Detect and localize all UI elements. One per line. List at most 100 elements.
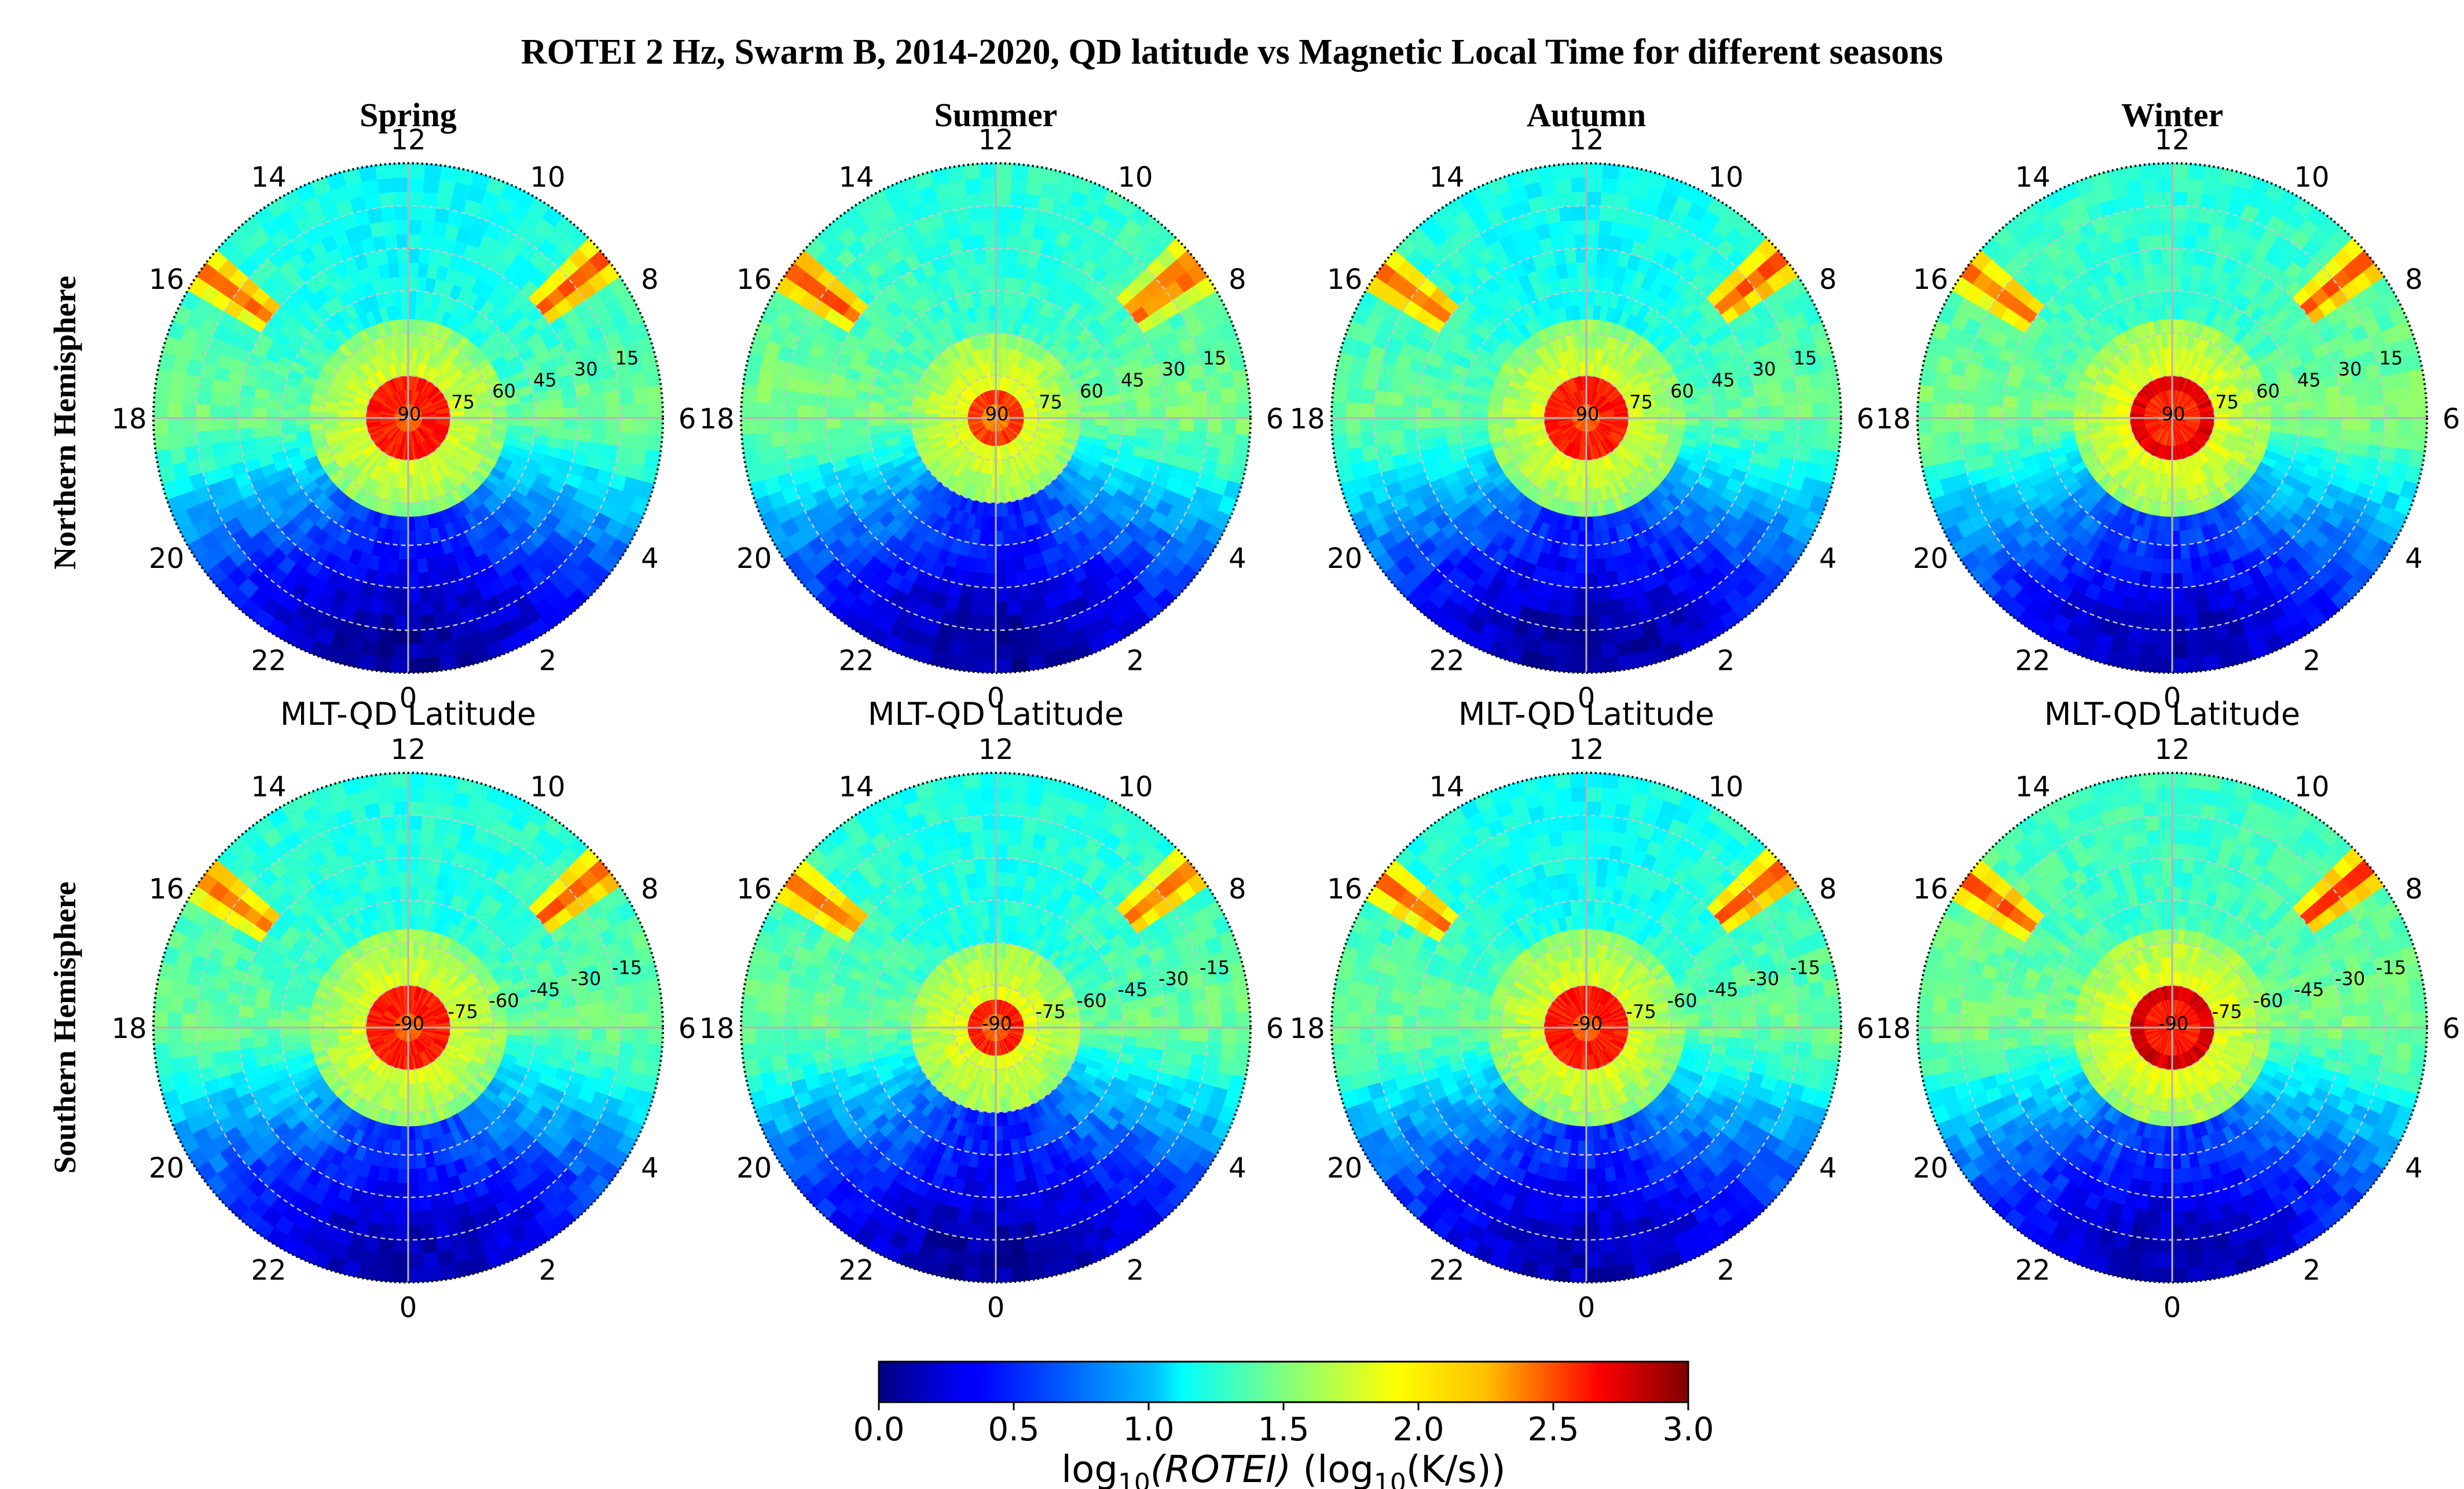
heatmap-cell xyxy=(995,573,1008,588)
heatmap-cell xyxy=(394,219,409,235)
heatmap-cell xyxy=(1006,234,1020,250)
heatmap-cell xyxy=(945,654,966,671)
heatmap-cell xyxy=(1565,558,1578,574)
heatmap-cell xyxy=(619,416,635,434)
heatmap-cell xyxy=(1585,248,1598,263)
heatmap-cell xyxy=(590,429,607,445)
heatmap-cell xyxy=(210,405,225,419)
heatmap-cell xyxy=(406,163,426,178)
heatmap-cell xyxy=(618,431,635,448)
mlt-tick-label: 2 xyxy=(539,644,557,677)
heatmap-cell xyxy=(995,219,1009,235)
heatmap-cell xyxy=(1221,401,1237,419)
heatmap-cell xyxy=(1007,206,1024,222)
heatmap-cell xyxy=(1431,397,1447,410)
heatmap-cell xyxy=(797,391,814,407)
heatmap-cell xyxy=(1562,586,1576,602)
heatmap-cell xyxy=(577,417,593,431)
latitude-tick-label: 45 xyxy=(1121,369,1145,391)
season-title: Spring xyxy=(360,96,457,134)
heatmap-cell xyxy=(604,430,621,446)
heatmap-cell xyxy=(1783,403,1799,419)
heatmap-cell xyxy=(1165,405,1180,419)
heatmap-cell xyxy=(994,191,1011,207)
heatmap-cell xyxy=(153,384,170,404)
latitude-tick-label: 60 xyxy=(492,380,516,402)
heatmap-cell xyxy=(741,384,758,404)
heatmap-cell xyxy=(153,417,168,436)
heatmap-cell xyxy=(1585,262,1597,277)
heatmap-cell xyxy=(1586,629,1603,645)
heatmap-cell xyxy=(376,642,395,659)
heatmap-cell xyxy=(407,233,421,249)
heatmap-cell xyxy=(1798,402,1813,419)
heatmap-cell xyxy=(392,191,409,207)
heatmap-cell xyxy=(1564,572,1577,588)
figure-title: ROTEI 2 Hz, Swarm B, 2014-2020, QD latit… xyxy=(521,32,1943,72)
heatmap-cell xyxy=(982,233,996,249)
heatmap-cell xyxy=(966,628,983,644)
latitude-tick-label: 60 xyxy=(1080,380,1103,402)
heatmap-cell xyxy=(1575,573,1587,588)
heatmap-cell xyxy=(1769,417,1785,431)
heatmap-cell xyxy=(971,586,986,602)
mlt-tick-label: 14 xyxy=(838,162,874,194)
heatmap-cell xyxy=(1150,406,1166,419)
heatmap-cell xyxy=(210,417,225,432)
heatmap-cell xyxy=(984,573,997,588)
heatmap-cell xyxy=(1574,248,1587,263)
heatmap-cell xyxy=(984,248,996,263)
heatmap-cell xyxy=(1024,179,1043,196)
heatmap-cell xyxy=(1594,262,1607,278)
heatmap-cell xyxy=(797,405,813,419)
heatmap-cell xyxy=(266,408,281,419)
heatmap-cell xyxy=(1220,431,1237,450)
heatmap-cell xyxy=(562,427,578,441)
heatmap-cell xyxy=(408,587,421,603)
heatmap-cell xyxy=(1235,400,1251,419)
heatmap-cell xyxy=(1007,219,1022,236)
heatmap-cell xyxy=(740,401,756,420)
heatmap-cell xyxy=(407,205,423,221)
mlt-tick-label: 10 xyxy=(530,162,565,194)
heatmap-cell xyxy=(1586,615,1601,631)
heatmap-cell xyxy=(1768,429,1785,445)
heatmap-cell xyxy=(548,426,564,439)
heatmap-cell xyxy=(266,399,283,410)
heatmap-cell xyxy=(1388,405,1403,419)
heatmap-cell xyxy=(978,658,998,673)
heatmap-cell xyxy=(1596,248,1609,264)
heatmap-cell xyxy=(812,394,828,408)
heatmap-cell xyxy=(591,404,607,419)
heatmap-cell xyxy=(1576,545,1587,560)
heatmap-cell xyxy=(576,428,592,442)
latitude-tick-label: 15 xyxy=(1203,347,1227,369)
heatmap-cell xyxy=(811,417,827,431)
heatmap-cell xyxy=(378,628,395,644)
heatmap-cell xyxy=(380,614,397,630)
heatmap-cell xyxy=(421,192,438,208)
heatmap-cell xyxy=(387,558,400,574)
heatmap-cell xyxy=(1234,432,1251,452)
heatmap-cell xyxy=(743,368,760,388)
heatmap-cell xyxy=(358,654,378,671)
heatmap-cell xyxy=(390,163,409,178)
heatmap-cell xyxy=(1596,234,1611,250)
heatmap-cell xyxy=(391,177,409,193)
mlt-tick-label: 14 xyxy=(251,162,286,194)
heatmap-cell xyxy=(1135,426,1152,439)
heatmap-cell xyxy=(393,629,410,645)
mlt-tick-label: 22 xyxy=(251,644,286,677)
heatmap-cell xyxy=(995,262,1007,277)
heatmap-cell xyxy=(1585,205,1601,221)
heatmap-cell xyxy=(1010,163,1029,180)
heatmap-cell xyxy=(1009,177,1028,194)
heatmap-cell xyxy=(826,406,841,419)
heatmap-cell xyxy=(1221,416,1237,434)
heatmap-cell xyxy=(783,404,798,419)
heatmap-cell xyxy=(1755,405,1771,419)
heatmap-cell xyxy=(534,426,550,437)
